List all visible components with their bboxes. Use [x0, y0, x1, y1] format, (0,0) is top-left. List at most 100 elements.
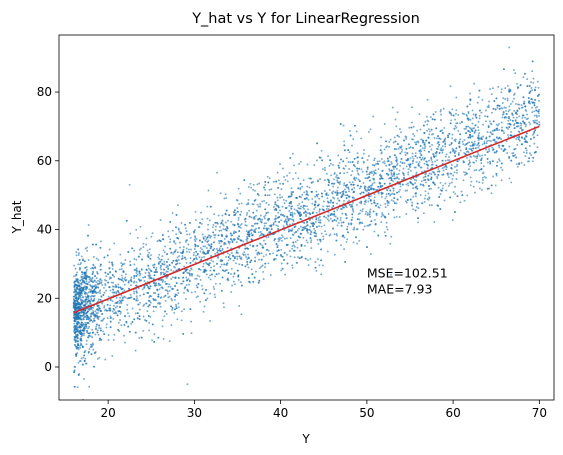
scatter-point	[107, 273, 109, 275]
scatter-point	[516, 144, 518, 146]
scatter-point	[315, 191, 317, 193]
scatter-point	[236, 256, 238, 258]
scatter-point	[124, 284, 126, 286]
scatter-point	[241, 285, 243, 287]
scatter-point	[190, 257, 192, 259]
scatter-point	[429, 204, 431, 206]
scatter-point	[276, 246, 278, 248]
scatter-point	[513, 69, 515, 71]
scatter-point	[224, 229, 226, 231]
scatter-point	[515, 138, 517, 140]
scatter-point	[157, 256, 159, 258]
scatter-point	[181, 319, 183, 321]
scatter-point	[462, 143, 464, 145]
scatter-point	[296, 262, 298, 264]
scatter-point	[411, 204, 413, 206]
scatter-point	[197, 283, 199, 285]
scatter-point	[188, 249, 190, 251]
scatter-point	[375, 223, 377, 225]
scatter-point	[367, 189, 369, 191]
scatter-point	[99, 310, 101, 312]
scatter-point	[164, 246, 166, 248]
scatter-point	[396, 216, 398, 218]
scatter-point	[421, 202, 423, 204]
scatter-point	[350, 174, 352, 176]
scatter-point	[373, 202, 375, 204]
scatter-point	[536, 114, 538, 116]
scatter-point	[322, 205, 324, 207]
scatter-point	[374, 182, 376, 184]
scatter-point	[239, 193, 241, 195]
chart-title: Y_hat vs Y for LinearRegression	[191, 11, 420, 27]
scatter-point	[305, 214, 307, 216]
scatter-point	[73, 296, 75, 298]
scatter-point	[381, 170, 383, 172]
scatter-point	[328, 179, 330, 181]
scatter-point	[197, 295, 199, 297]
scatter-point	[133, 250, 135, 252]
scatter-point	[263, 278, 265, 280]
scatter-point	[501, 116, 503, 118]
scatter-point	[229, 258, 231, 260]
scatter-point	[223, 197, 225, 199]
scatter-point	[493, 100, 495, 102]
scatter-point	[77, 282, 79, 284]
scatter-point	[149, 248, 151, 250]
scatter-point	[172, 212, 174, 214]
scatter-point	[158, 239, 160, 241]
scatter-point	[235, 231, 237, 233]
scatter-point	[169, 264, 171, 266]
scatter-point	[280, 237, 282, 239]
scatter-point	[212, 231, 214, 233]
scatter-point	[420, 194, 422, 196]
scatter-point	[296, 247, 298, 249]
scatter-point	[415, 209, 417, 211]
scatter-point	[123, 289, 125, 291]
scatter-point	[272, 224, 274, 226]
scatter-point	[218, 240, 220, 242]
scatter-point	[410, 127, 412, 129]
scatter-point	[434, 173, 436, 175]
scatter-point	[116, 297, 118, 299]
scatter-point	[211, 243, 213, 245]
scatter-point	[395, 125, 397, 127]
scatter-point	[322, 264, 324, 266]
scatter-point	[210, 246, 212, 248]
scatter-point	[196, 284, 198, 286]
scatter-point	[448, 185, 450, 187]
scatter-point	[518, 131, 520, 133]
scatter-point	[372, 188, 374, 190]
scatter-point	[258, 253, 260, 255]
scatter-point	[124, 315, 126, 317]
scatter-point	[77, 337, 79, 339]
scatter-point	[79, 285, 81, 287]
scatter-point	[280, 249, 282, 251]
scatter-point	[262, 247, 264, 249]
scatter-point	[149, 258, 151, 260]
scatter-point	[479, 145, 481, 147]
scatter-point	[349, 151, 351, 153]
scatter-point	[87, 308, 89, 310]
scatter-point	[86, 343, 88, 345]
scatter-point	[267, 182, 269, 184]
scatter-point	[189, 273, 191, 275]
scatter-point	[304, 198, 306, 200]
scatter-point	[104, 309, 106, 311]
scatter-point	[406, 190, 408, 192]
scatter-point	[419, 113, 421, 115]
scatter-point	[431, 129, 433, 131]
scatter-point	[356, 243, 358, 245]
scatter-point	[73, 275, 75, 277]
scatter-point	[103, 333, 105, 335]
scatter-point	[263, 255, 265, 257]
scatter-point	[418, 163, 420, 165]
scatter-point	[408, 168, 410, 170]
scatter-point	[496, 165, 498, 167]
scatter-point	[486, 140, 488, 142]
scatter-point	[76, 286, 78, 288]
scatter-point	[214, 253, 216, 255]
scatter-point	[348, 190, 350, 192]
scatter-point	[307, 232, 309, 234]
scatter-point	[496, 136, 498, 138]
scatter-point	[284, 274, 286, 276]
